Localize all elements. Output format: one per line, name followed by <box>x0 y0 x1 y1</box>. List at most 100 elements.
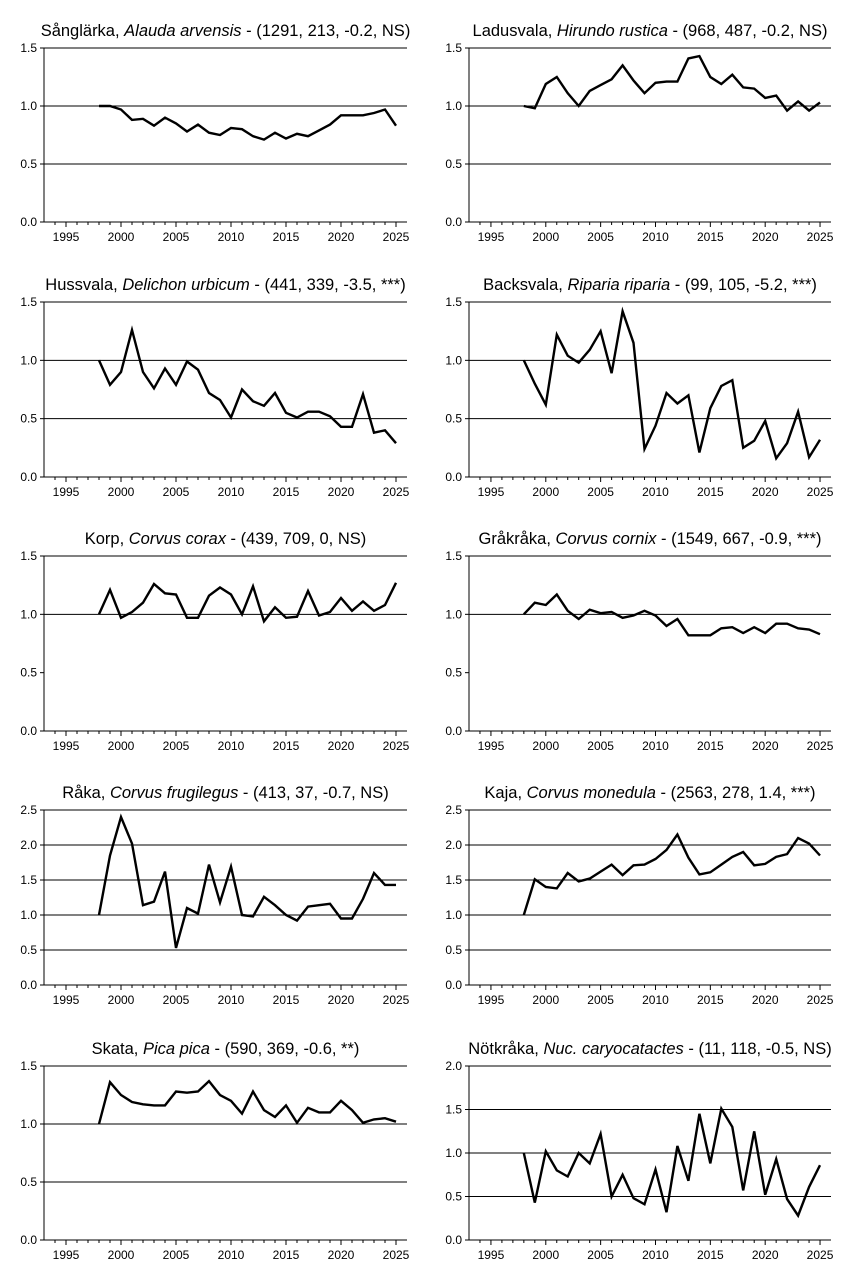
chart-panel-8: Kaja, Corvus monedula - (2563, 278, 1.4,… <box>445 784 833 1007</box>
y-tick-label: 1.5 <box>445 41 462 55</box>
x-tick-label: 2025 <box>383 230 410 244</box>
species-name: Gråkråka, <box>479 530 556 548</box>
x-tick-label: 2005 <box>587 485 614 499</box>
x-tick-label: 1995 <box>53 230 80 244</box>
panel-title: Sånglärka, Alauda arvensis - (1291, 213,… <box>41 22 411 40</box>
x-tick-label: 2020 <box>328 485 355 499</box>
y-tick-label: 2.5 <box>445 803 462 817</box>
y-tick-label: 1.5 <box>445 873 462 887</box>
x-tick-label: 2005 <box>587 993 614 1007</box>
y-tick-label: 1.0 <box>20 99 37 113</box>
trend-stats: - (590, 369, -0.6, **) <box>210 1040 360 1058</box>
x-tick-label: 2015 <box>697 1248 724 1262</box>
y-tick-label: 1.5 <box>445 549 462 563</box>
panel-title: Backsvala, Riparia riparia - (99, 105, -… <box>483 276 817 294</box>
y-tick-label: 0.0 <box>20 215 37 229</box>
x-tick-label: 2010 <box>642 230 669 244</box>
latin-name: Hirundo rustica <box>557 22 668 40</box>
y-tick-label: 1.0 <box>445 908 462 922</box>
trend-line <box>522 306 822 461</box>
x-tick-label: 2000 <box>108 739 135 753</box>
y-tick-label: 1.5 <box>20 873 37 887</box>
trend-line <box>97 325 397 444</box>
y-tick-label: 2.0 <box>20 838 37 852</box>
panel-title: Hussvala, Delichon urbicum - (441, 339, … <box>45 276 405 294</box>
species-name: Hussvala, <box>45 276 122 294</box>
y-tick-label: 0.0 <box>20 978 37 992</box>
x-tick-label: 2005 <box>163 993 190 1007</box>
latin-name: Delichon urbicum <box>122 276 249 294</box>
trend-line <box>523 54 821 113</box>
panel-title: Ladusvala, Hirundo rustica - (968, 487, … <box>473 22 828 40</box>
y-tick-label: 0.0 <box>445 470 462 484</box>
x-tick-label: 1995 <box>478 485 505 499</box>
y-tick-label: 1.5 <box>445 295 462 309</box>
x-tick-label: 2000 <box>108 1248 135 1262</box>
trend-line <box>97 813 396 949</box>
y-tick-label: 0.0 <box>445 724 462 738</box>
x-tick-label: 1995 <box>53 485 80 499</box>
chart-panel-3: Hussvala, Delichon urbicum - (441, 339, … <box>20 276 409 499</box>
trend-stats: - (1549, 667, -0.9, ***) <box>656 530 821 548</box>
species-name: Korp, <box>85 530 129 548</box>
x-tick-label: 2010 <box>642 1248 669 1262</box>
x-tick-label: 2010 <box>218 993 245 1007</box>
y-tick-label: 2.0 <box>445 838 462 852</box>
panel-title: Kaja, Corvus monedula - (2563, 278, 1.4,… <box>484 784 815 802</box>
chart-panel-4: Backsvala, Riparia riparia - (99, 105, -… <box>445 276 833 499</box>
y-tick-label: 0.5 <box>445 666 462 680</box>
x-tick-label: 2020 <box>328 993 355 1007</box>
y-tick-label: 1.5 <box>20 1059 37 1073</box>
x-tick-label: 2000 <box>108 230 135 244</box>
trend-stats: - (1291, 213, -0.2, NS) <box>242 22 411 40</box>
x-tick-label: 1995 <box>53 739 80 753</box>
species-name: Sånglärka, <box>41 22 124 40</box>
x-tick-label: 1995 <box>478 1248 505 1262</box>
panel-title: Nötkråka, Nuc. caryocatactes - (11, 118,… <box>468 1040 831 1058</box>
y-tick-label: 0.5 <box>445 943 462 957</box>
latin-name: Corvus cornix <box>556 530 658 548</box>
y-tick-label: 0.5 <box>20 1175 37 1189</box>
x-tick-label: 2005 <box>587 739 614 753</box>
x-tick-label: 1995 <box>478 739 505 753</box>
trend-line <box>97 1079 397 1125</box>
y-tick-label: 1.0 <box>20 607 37 621</box>
x-tick-label: 2025 <box>807 1248 834 1262</box>
x-tick-label: 1995 <box>53 1248 80 1262</box>
y-tick-label: 0.0 <box>20 470 37 484</box>
chart-panel-2: Ladusvala, Hirundo rustica - (968, 487, … <box>445 22 833 244</box>
x-tick-label: 2005 <box>587 230 614 244</box>
species-name: Nötkråka, <box>468 1040 543 1058</box>
species-name: Backsvala, <box>483 276 567 294</box>
y-tick-label: 0.5 <box>20 157 37 171</box>
x-tick-label: 2000 <box>532 739 559 753</box>
x-tick-label: 2015 <box>273 739 300 753</box>
x-tick-label: 2005 <box>587 1248 614 1262</box>
x-tick-label: 2015 <box>697 230 724 244</box>
y-tick-label: 1.0 <box>20 908 37 922</box>
x-tick-label: 2020 <box>752 1248 779 1262</box>
y-tick-label: 1.0 <box>445 353 462 367</box>
x-tick-label: 2010 <box>218 230 245 244</box>
y-tick-label: 1.0 <box>20 353 37 367</box>
chart-panel-5: Korp, Corvus corax - (439, 709, 0, NS) 0.… <box>20 530 409 753</box>
y-tick-label: 0.0 <box>445 978 462 992</box>
x-tick-label: 2010 <box>218 739 245 753</box>
x-tick-label: 2010 <box>642 739 669 753</box>
trend-stats: - (99, 105, -5.2, ***) <box>670 276 817 294</box>
species-name: Skata, <box>92 1040 143 1058</box>
latin-name: Riparia riparia <box>567 276 670 294</box>
y-tick-label: 0.5 <box>445 157 462 171</box>
x-tick-label: 2025 <box>383 485 410 499</box>
trend-line <box>522 592 821 637</box>
y-tick-label: 2.5 <box>20 803 37 817</box>
y-tick-label: 0.0 <box>445 215 462 229</box>
x-tick-label: 2005 <box>163 230 190 244</box>
x-tick-label: 2005 <box>163 739 190 753</box>
y-tick-label: 1.0 <box>20 1117 37 1131</box>
x-tick-label: 2015 <box>697 485 724 499</box>
chart-panel-9: Skata, Pica pica - (590, 369, -0.6, **) 0… <box>20 1040 409 1262</box>
x-tick-label: 2020 <box>752 739 779 753</box>
x-tick-label: 2015 <box>697 739 724 753</box>
